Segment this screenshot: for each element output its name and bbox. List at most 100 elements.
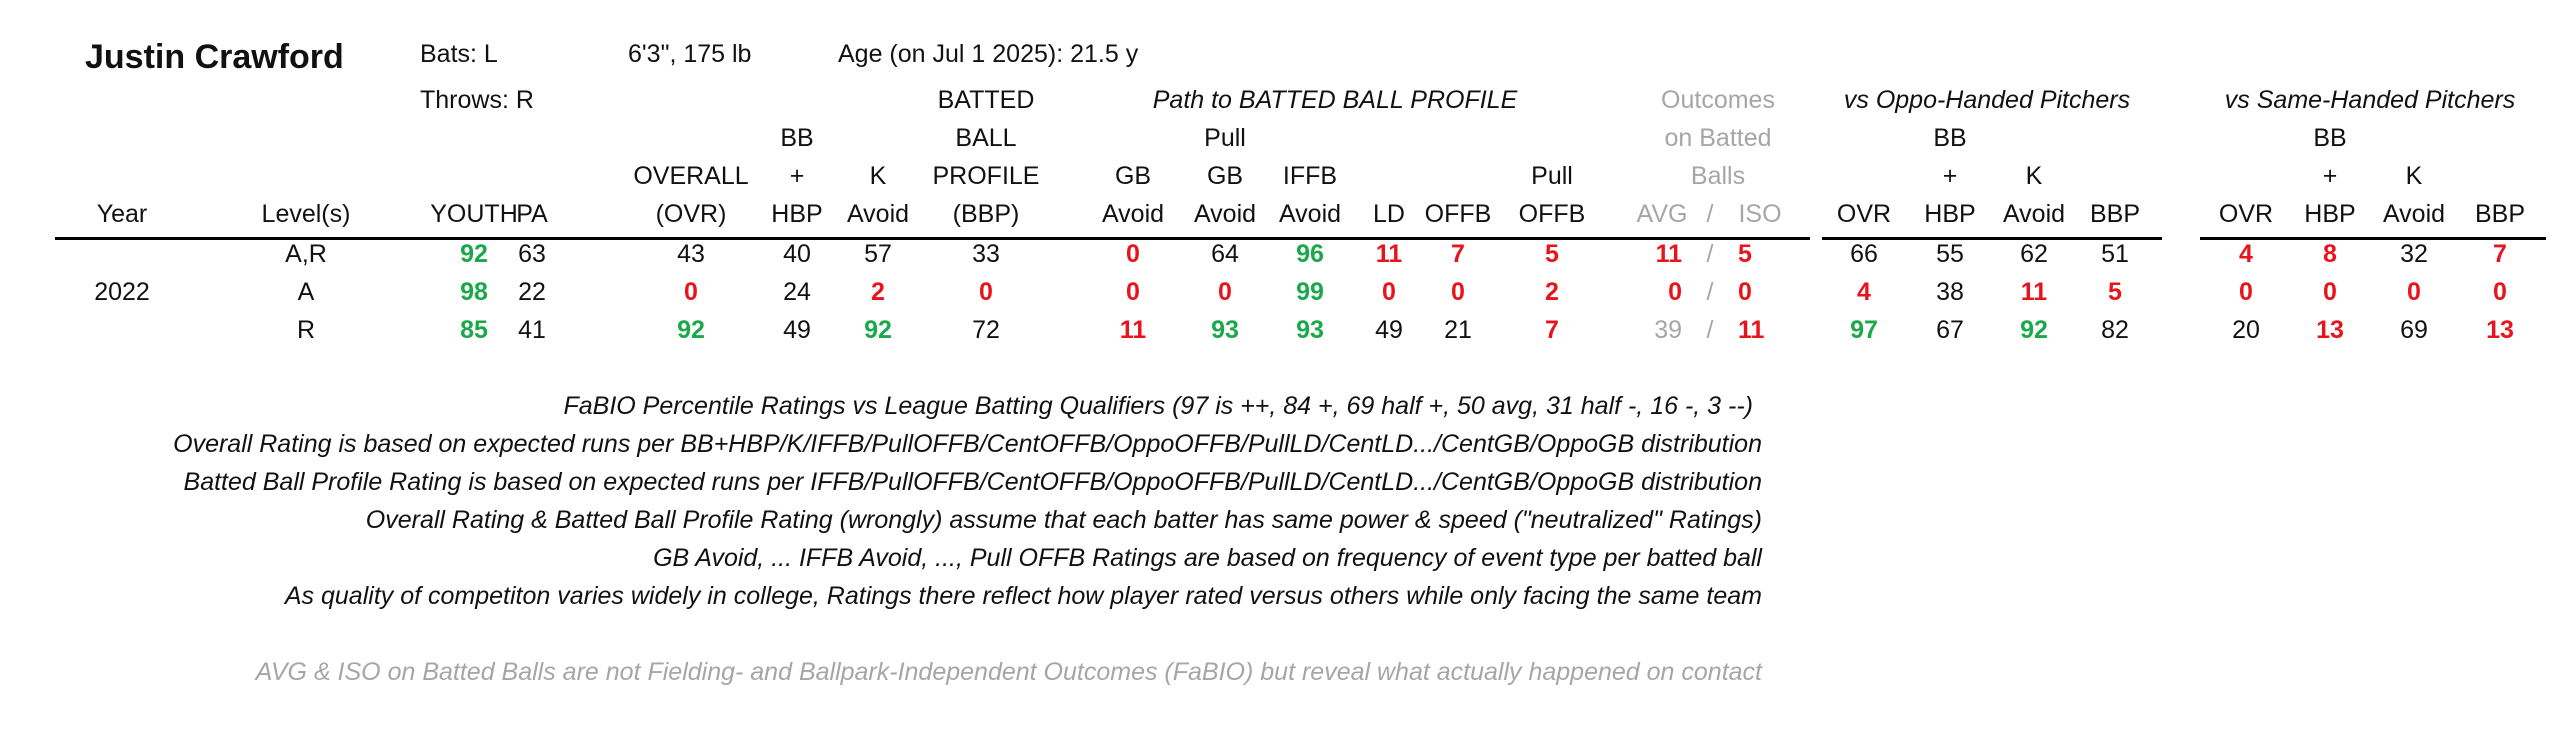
col-o-bb-1: BB [1933, 124, 1967, 152]
col-pulloffb-1: Pull [1531, 162, 1573, 190]
cell-avg: 39 [1654, 316, 1682, 344]
cell-gb: 0 [1126, 278, 1140, 306]
col-iso: ISO [1738, 200, 1782, 228]
cell-ld: 49 [1375, 316, 1403, 344]
cell-offb: 7 [1451, 240, 1465, 268]
note-line: As quality of competiton varies widely i… [284, 582, 1762, 610]
cell-youth: 98 [460, 278, 488, 306]
cell-ld: 0 [1382, 278, 1396, 306]
cell-s-bb: 8 [2323, 240, 2337, 268]
col-o-bbp: BBP [2089, 200, 2141, 228]
cell-o-k: 92 [2020, 316, 2048, 344]
cell-ld: 11 [1375, 240, 1403, 268]
col-o-ovr: OVR [1836, 200, 1892, 228]
outcome-separator: / [1706, 278, 1714, 306]
col-offb: OFFB [1424, 200, 1492, 228]
cell-avg: 11 [1655, 240, 1682, 268]
col-youth: YOUTH [430, 200, 518, 228]
cell-pulloffb: 7 [1545, 316, 1559, 344]
cell-year: 2022 [94, 278, 150, 306]
cell-bb: 49 [783, 316, 811, 344]
cell-s-bb: 13 [2316, 316, 2344, 344]
col-s-bb-1: BB [2313, 124, 2347, 152]
col-pullgb-2: GB [1206, 162, 1244, 190]
cell-ovr: 0 [684, 278, 698, 306]
cell-iso: 0 [1738, 278, 1752, 306]
cell-pullgb: 64 [1211, 240, 1239, 268]
cell-offb: 21 [1444, 316, 1472, 344]
cell-pa: 41 [518, 316, 546, 344]
col-k-1: K [869, 162, 887, 190]
header-rule-same [2200, 237, 2546, 240]
age-label: Age (on Jul 1 2025): 21.5 y [838, 40, 1139, 68]
col-gb-1: GB [1114, 162, 1152, 190]
cell-o-bb: 67 [1936, 316, 1964, 344]
col-bbp-1: BATTED [937, 86, 1035, 114]
col-overall-1: OVERALL [633, 162, 749, 190]
cell-o-ovr: 97 [1850, 316, 1878, 344]
col-bb-2: + [789, 162, 805, 190]
cell-o-ovr: 4 [1857, 278, 1871, 306]
cell-o-k: 62 [2020, 240, 2048, 268]
cell-bbp: 33 [972, 240, 1000, 268]
col-o-bb-3: HBP [1924, 200, 1976, 228]
cell-s-bb: 0 [2323, 278, 2337, 306]
note-line: Overall Rating is based on expected runs… [173, 430, 1762, 458]
cell-o-bbp: 5 [2108, 278, 2122, 306]
cell-iso: 5 [1738, 240, 1752, 268]
col-slash: / [1706, 200, 1714, 228]
col-bbp-3: PROFILE [932, 162, 1040, 190]
cell-o-bbp: 51 [2101, 240, 2129, 268]
cell-o-k: 11 [2020, 278, 2048, 306]
outcomes-header-2: on Batted [1664, 124, 1772, 152]
cell-s-bbp: 0 [2493, 278, 2507, 306]
cell-ovr: 92 [677, 316, 705, 344]
col-o-k-2: Avoid [2002, 200, 2066, 228]
cell-s-bbp: 7 [2493, 240, 2507, 268]
col-bb-1: BB [780, 124, 814, 152]
cell-k: 57 [864, 240, 892, 268]
col-pullgb-1: Pull [1204, 124, 1246, 152]
cell-o-bb: 38 [1936, 278, 1964, 306]
col-iffb-1: IFFB [1282, 162, 1338, 190]
col-bbp-4: (BBP) [952, 200, 1020, 228]
cell-levels: A,R [285, 240, 327, 268]
col-levels: Level(s) [261, 200, 351, 228]
cell-bb: 40 [783, 240, 811, 268]
outcomes-header-3: Balls [1690, 162, 1746, 190]
col-pullgb-3: Avoid [1193, 200, 1257, 228]
player-name: Justin Crawford [85, 38, 344, 76]
note-line: Batted Ball Profile Rating is based on e… [183, 468, 1762, 496]
throws-label: Throws: R [420, 86, 534, 114]
cell-iffb: 96 [1296, 240, 1324, 268]
cell-gb: 0 [1126, 240, 1140, 268]
cell-youth: 85 [460, 316, 488, 344]
cell-iffb: 99 [1296, 278, 1324, 306]
path-group-header: Path to BATTED BALL PROFILE [1152, 86, 1518, 114]
col-s-bb-3: HBP [2304, 200, 2356, 228]
cell-gb: 11 [1119, 316, 1147, 344]
cell-offb: 0 [1451, 278, 1465, 306]
col-bb-3: HBP [771, 200, 823, 228]
cell-bb: 24 [783, 278, 811, 306]
cell-avg: 0 [1668, 278, 1682, 306]
cell-s-ovr: 4 [2239, 240, 2253, 268]
col-s-ovr: OVR [2218, 200, 2274, 228]
outcome-separator: / [1706, 316, 1714, 344]
cell-s-k: 32 [2400, 240, 2428, 268]
cell-bbp: 72 [972, 316, 1000, 344]
cell-youth: 92 [460, 240, 488, 268]
col-year: Year [96, 200, 148, 228]
header-rule-main [55, 237, 1810, 240]
cell-pulloffb: 5 [1545, 240, 1559, 268]
cell-pa: 22 [518, 278, 546, 306]
oppo-group-header: vs Oppo-Handed Pitchers [1843, 86, 2131, 114]
cell-s-k: 0 [2407, 278, 2421, 306]
note-line: GB Avoid, ... IFFB Avoid, ..., Pull OFFB… [653, 544, 1762, 572]
cell-ovr: 43 [677, 240, 705, 268]
col-overall-2: (OVR) [655, 200, 727, 228]
header-rule-oppo [1822, 237, 2162, 240]
cell-iffb: 93 [1296, 316, 1324, 344]
outcome-separator: / [1706, 240, 1714, 268]
cell-levels: R [296, 316, 316, 344]
